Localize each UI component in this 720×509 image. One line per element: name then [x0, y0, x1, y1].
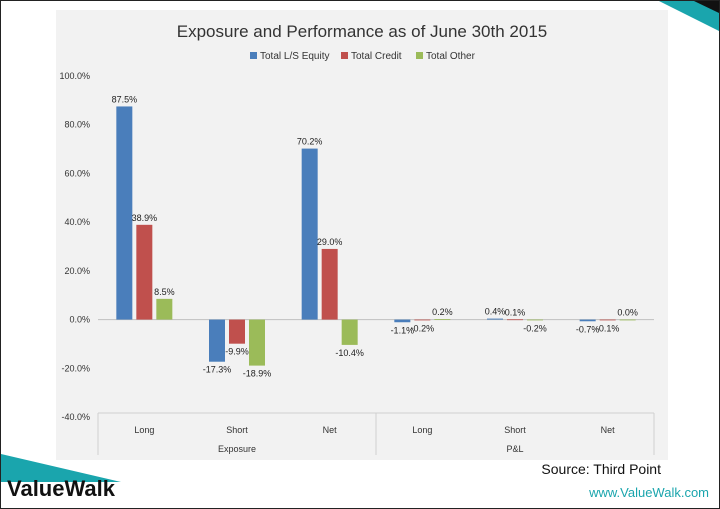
- y-tick-label: -20.0%: [61, 363, 90, 373]
- legend-label-0: Total L/S Equity: [260, 51, 329, 62]
- y-tick-label: 60.0%: [64, 168, 90, 178]
- bar-1-5: [599, 319, 616, 321]
- x-tick-label: Net: [323, 425, 338, 435]
- y-tick-label: 100.0%: [59, 71, 90, 81]
- legend-label-2: Total Other: [426, 51, 476, 62]
- data-label: -1.1%: [391, 325, 415, 335]
- chart-bars: 87.5% -17.3% 70.2% -1.1% 0.4% -0.7% 38.9% -9.9%…: [112, 94, 638, 378]
- brand-url-link[interactable]: www.ValueWalk.com: [589, 485, 709, 500]
- x-group-label: P&L: [506, 444, 523, 454]
- bar-0-5: [579, 319, 596, 322]
- x-tick-label: Long: [412, 425, 432, 435]
- data-label: 0.1%: [505, 307, 526, 317]
- data-label: 70.2%: [297, 137, 323, 147]
- bar-chart: Exposure and Performance as of June 30th…: [59, 22, 655, 455]
- bar-2-1: [249, 319, 265, 366]
- data-label: 38.9%: [132, 213, 158, 223]
- chart-legend: Total L/S Equity Total Credit Total Other: [250, 51, 476, 62]
- data-label: 87.5%: [112, 94, 138, 104]
- bar-1-0: [136, 224, 153, 320]
- bar-0-2: [301, 148, 318, 320]
- y-axis: 100.0% 80.0% 60.0% 40.0% 20.0% 0.0% -20.0% -40.…: [59, 71, 654, 422]
- bar-2-2: [341, 319, 358, 345]
- data-label: 0.4%: [485, 307, 506, 317]
- x-group-label: Exposure: [218, 444, 256, 454]
- x-tick-label: Short: [504, 425, 526, 435]
- legend-swatch-0: [250, 52, 257, 59]
- data-label: -0.2%: [411, 323, 435, 333]
- legend-label-1: Total Credit: [351, 51, 402, 62]
- bar-0-0: [116, 106, 133, 320]
- x-tick-label: Net: [601, 425, 616, 435]
- legend-swatch-2: [416, 52, 423, 59]
- data-label: -0.2%: [523, 323, 547, 333]
- data-label: 29.0%: [317, 237, 343, 247]
- legend-swatch-1: [341, 52, 348, 59]
- x-axis: Long Short Net Long Short Net Exposure P&L: [97, 412, 655, 455]
- brand-logo-text: ValueWalk: [7, 476, 116, 501]
- data-label: 0.2%: [432, 307, 453, 317]
- data-label: -18.9%: [243, 369, 272, 379]
- bar-2-5: [619, 319, 636, 321]
- x-tick-label: Long: [134, 425, 154, 435]
- bar-2-0: [156, 298, 173, 320]
- bar-0-4: [487, 318, 503, 320]
- bar-1-1: [229, 319, 245, 344]
- bar-1-4: [507, 319, 523, 321]
- source-note: Source: Third Point: [541, 461, 661, 477]
- bar-1-2: [321, 248, 338, 320]
- x-tick-label: Short: [226, 425, 248, 435]
- chart-panel: Exposure and Performance as of June 30th…: [56, 10, 668, 460]
- y-tick-label: -40.0%: [61, 412, 90, 422]
- bar-0-3: [394, 319, 411, 323]
- y-tick-label: 20.0%: [64, 266, 90, 276]
- data-label: -0.7%: [576, 324, 600, 334]
- bar-2-3: [434, 319, 451, 320]
- data-label: -17.3%: [203, 365, 232, 375]
- bar-1-3: [414, 319, 431, 321]
- data-label: -10.4%: [335, 348, 364, 358]
- chart-title: Exposure and Performance as of June 30th…: [177, 22, 547, 41]
- bar-0-1: [209, 319, 225, 362]
- y-tick-label: 40.0%: [64, 217, 90, 227]
- data-label: 8.5%: [154, 287, 175, 297]
- corner-accent-top-right-dark: [694, 1, 719, 13]
- bar-2-4: [527, 319, 543, 321]
- y-tick-label: 0.0%: [69, 315, 90, 325]
- data-label: 0.0%: [617, 308, 638, 318]
- data-label: -0.1%: [596, 323, 620, 333]
- data-label: -9.9%: [225, 347, 249, 357]
- y-tick-label: 80.0%: [64, 120, 90, 130]
